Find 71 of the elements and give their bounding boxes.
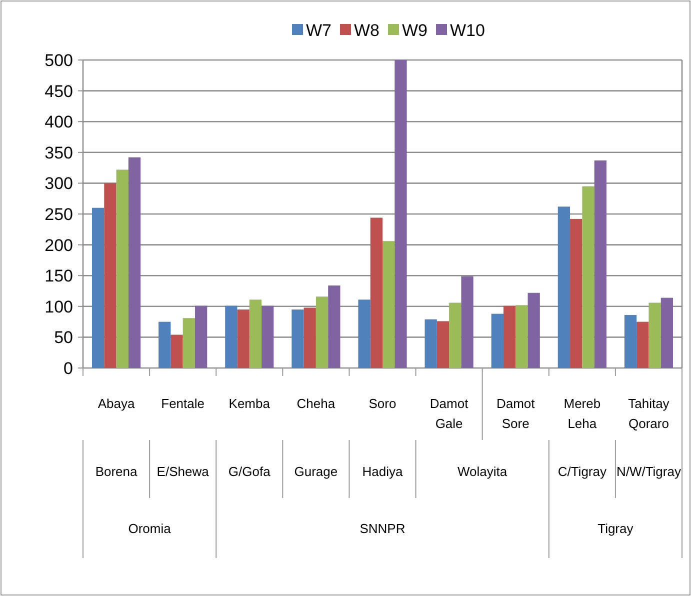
y-tick-label: 150 bbox=[44, 266, 73, 286]
bar bbox=[92, 208, 104, 368]
bar bbox=[558, 206, 570, 368]
bar bbox=[182, 318, 195, 368]
bar bbox=[636, 322, 649, 368]
x-tick-label: Damot Gale bbox=[430, 396, 469, 431]
y-tick-label: 0 bbox=[64, 358, 73, 378]
text: C/Tigray bbox=[558, 464, 607, 479]
bar bbox=[382, 241, 395, 368]
bar bbox=[104, 183, 116, 368]
y-tick-label: 250 bbox=[44, 204, 73, 224]
bar bbox=[170, 334, 183, 368]
bar bbox=[491, 314, 504, 368]
y-tick-label: 200 bbox=[44, 236, 73, 255]
bar bbox=[582, 186, 594, 368]
legend-label: W8 bbox=[354, 20, 380, 40]
y-tick-label: 450 bbox=[44, 82, 73, 101]
bar bbox=[624, 315, 637, 368]
x-tick-label: Damot Sore bbox=[496, 396, 536, 431]
bar bbox=[516, 305, 528, 368]
x-tick-label: Soro bbox=[368, 396, 396, 411]
bar bbox=[158, 322, 171, 368]
legend-label: W10 bbox=[450, 20, 485, 40]
bar bbox=[328, 285, 340, 368]
bar bbox=[249, 300, 262, 368]
bar bbox=[660, 298, 674, 368]
legend-label: W9 bbox=[402, 20, 428, 40]
text: G/Gofa bbox=[228, 464, 272, 479]
bar bbox=[116, 170, 128, 368]
bar bbox=[128, 157, 141, 368]
text: SNNPR bbox=[360, 521, 406, 536]
bar bbox=[503, 306, 516, 368]
legend-label: W7 bbox=[306, 20, 332, 40]
y-tick-label: 350 bbox=[44, 143, 73, 162]
y-tick-label: 500 bbox=[44, 50, 73, 70]
bar bbox=[594, 160, 606, 368]
bar bbox=[394, 60, 407, 368]
y-tick-label: 300 bbox=[44, 174, 73, 194]
bar bbox=[358, 300, 370, 368]
bar bbox=[449, 302, 462, 368]
bar bbox=[528, 292, 540, 368]
bar bbox=[570, 218, 582, 368]
text: Wolayita bbox=[458, 464, 508, 479]
y-tick-label: 400 bbox=[44, 112, 73, 132]
text: Oromia bbox=[128, 521, 172, 536]
bar bbox=[461, 276, 474, 368]
text: Tigray bbox=[598, 521, 634, 536]
bar bbox=[304, 308, 316, 368]
bar bbox=[262, 306, 274, 368]
y-tick-label: 100 bbox=[44, 297, 73, 316]
text: E/Shewa bbox=[156, 464, 210, 479]
y-tick-label: 50 bbox=[54, 328, 73, 348]
bar bbox=[194, 306, 208, 368]
text: Gurage bbox=[294, 464, 338, 479]
text: Borena bbox=[95, 464, 138, 479]
bar bbox=[237, 309, 250, 368]
bar bbox=[370, 218, 382, 368]
bar bbox=[316, 296, 328, 368]
bar bbox=[424, 319, 437, 368]
bar bbox=[648, 302, 661, 368]
x-tick-label: Mereb Leha bbox=[564, 396, 601, 431]
x-tick-label: Tahitay Qoraro bbox=[628, 396, 670, 431]
x-tick-label: Cheha bbox=[296, 396, 336, 411]
x-tick-label: Abaya bbox=[98, 396, 136, 411]
bar bbox=[292, 309, 304, 368]
x-tick-label: Fentale bbox=[161, 396, 205, 411]
bar bbox=[436, 321, 450, 368]
text: Hadiya bbox=[362, 464, 404, 479]
x-tick-label: Kemba bbox=[228, 396, 271, 411]
text: N/W/Tigray bbox=[616, 464, 682, 479]
bar bbox=[225, 306, 238, 368]
